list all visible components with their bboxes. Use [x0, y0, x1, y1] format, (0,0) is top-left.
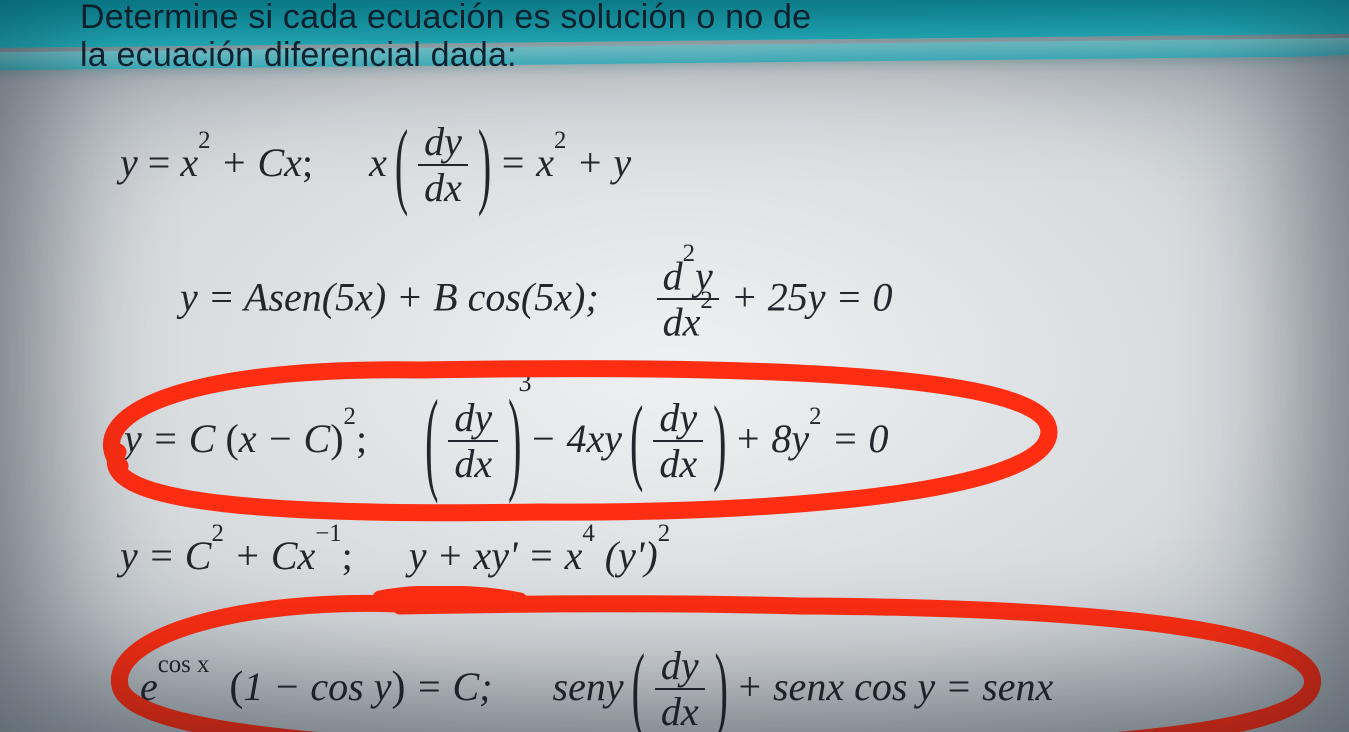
eq2-rest: + 25y = 0: [731, 275, 893, 320]
slide: Determine si cada ecuación es solución o…: [0, 0, 1349, 732]
header-title-line-2: la ecuación diferencial dada:: [80, 36, 517, 75]
header-title-line-1: Determine si cada ecuación es solución o…: [80, 0, 1329, 37]
eq5-solution: ecos x (1 − cos y) = C;: [140, 664, 503, 709]
eq4-solution: y = C2 + Cx−1;: [120, 533, 363, 578]
eq2-solution: y = Asen(5x) + B cos(5x);: [180, 275, 599, 320]
equation-2: y = Asen(5x) + B cos(5x); d2y dx2 + 25y …: [180, 258, 893, 345]
equation-3: y = C (x − C)2; ( dy dx ) 3 − 4xy ( dy d…: [124, 400, 889, 486]
eq4-de: y + xy' = x4 (y')2: [409, 533, 670, 578]
eq3-solution: y = C (x − C)2;: [124, 416, 377, 461]
eq1-de: x ( dy dx ) = x2 + y: [369, 140, 631, 185]
eq1-solution: y = x2 + Cx;: [120, 140, 323, 185]
eq2-d2y-dx2: d2y dx2: [657, 256, 719, 343]
photo-vignette: [0, 0, 1349, 732]
equation-1: y = x2 + Cx; x ( dy dx ) = x2 + y: [120, 124, 631, 210]
eq3-dy-dx-2: dy dx: [653, 398, 703, 484]
equation-5: ecos x (1 − cos y) = C; seny ( dy dx ) +…: [140, 648, 1053, 732]
slide-header: Determine si cada ecuación es solución o…: [0, 0, 1349, 80]
eq3-dydx-cubed: ( dy dx ) 3: [427, 400, 519, 486]
eq1-dy-dx: dy dx: [418, 122, 468, 208]
equation-4: y = C2 + Cx−1; y + xy' = x4 (y')2: [120, 536, 670, 576]
eq5-de: seny ( dy dx ) + senx cos y = senx: [553, 664, 1054, 709]
